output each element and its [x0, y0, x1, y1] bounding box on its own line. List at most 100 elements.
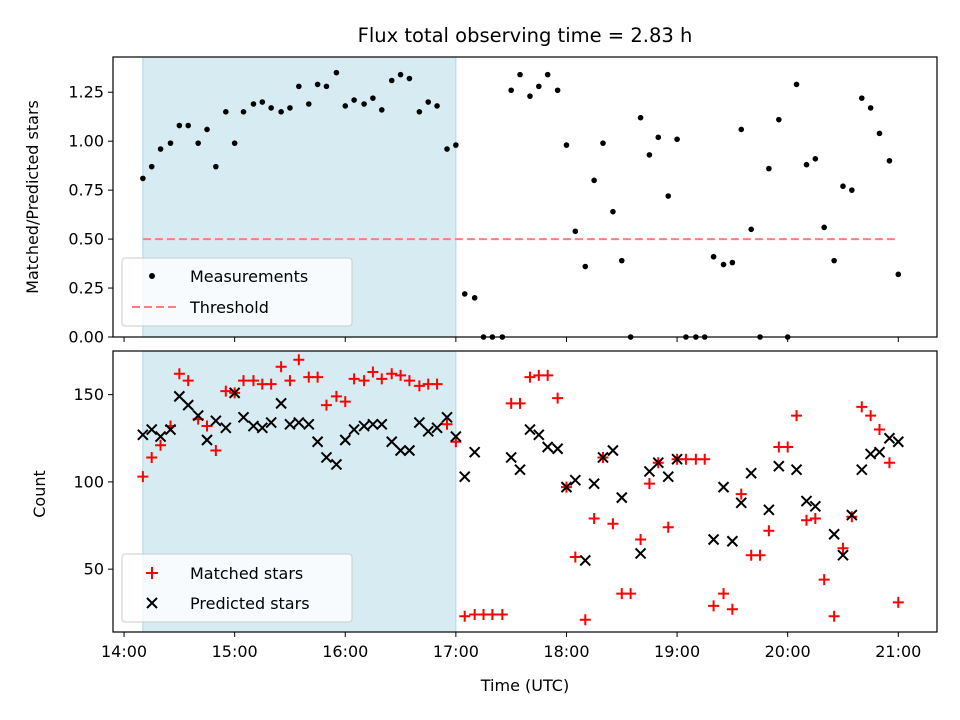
measurement-point [655, 134, 662, 141]
matched-star-point [459, 610, 471, 622]
predicted-star-point [763, 504, 775, 516]
measurement-point [287, 105, 293, 111]
measurement-point [793, 81, 800, 88]
measurement-point [397, 71, 404, 78]
predicted-star-point [413, 416, 426, 429]
measurement-point [831, 257, 837, 264]
top-panel: Flux total observing time = 2.83 h 0.00 0… [23, 24, 938, 347]
bottom-y-axis-label: Count [30, 470, 49, 518]
matched-star-point [791, 410, 803, 422]
matched-star-point [155, 439, 167, 451]
measurement-point [776, 116, 782, 123]
matched-star-point [883, 457, 895, 469]
matched-star-point [524, 371, 536, 383]
measurement-point [342, 103, 349, 109]
measurement-point [231, 140, 238, 146]
predicted-star-point [386, 436, 398, 448]
matched-star-point [635, 533, 647, 545]
y-tick-label: 150 [73, 385, 104, 404]
predicted-star-point [652, 456, 664, 469]
legend-marker-matched [146, 567, 158, 579]
matched-star-point [284, 375, 296, 387]
measurement-point [370, 95, 376, 101]
matched-star-point [265, 378, 277, 390]
matched-star-point [569, 551, 581, 563]
y-tick-label: 1.25 [68, 83, 104, 102]
matched-star-point [718, 588, 730, 600]
predicted-star-point [265, 416, 277, 429]
matched-star-point [386, 368, 398, 380]
predicted-star-point [330, 458, 343, 471]
matched-star-point [210, 444, 222, 456]
predicted-star-point [597, 451, 609, 464]
measurement-point [305, 101, 312, 107]
measurement-point [840, 183, 846, 190]
matched-star-point [846, 511, 858, 523]
matched-star-point [293, 354, 305, 366]
matched-star-point [247, 375, 259, 387]
y-tick-label: 0.50 [68, 230, 104, 249]
matched-star-point [367, 366, 379, 378]
measurement-point [766, 165, 772, 172]
matched-star-point [376, 373, 388, 385]
x-tick-label: 15:00 [212, 642, 258, 661]
measurement-point [213, 163, 219, 170]
measurement-point [748, 226, 754, 233]
predicted-star-point [339, 434, 351, 446]
measurement-point [720, 261, 727, 268]
measurement-point [803, 161, 810, 168]
predicted-star-point [275, 397, 287, 410]
measurement-point [167, 140, 174, 146]
matched-star-point [782, 441, 794, 453]
predicted-star-point [173, 390, 186, 403]
predicted-star-point [735, 497, 747, 509]
top-legend-box [121, 257, 353, 327]
predicted-star-point [228, 387, 241, 399]
bottom-panel: 50 100 150 14:00 15:00 16:00 17:00 18:00 19:00 20… [30, 350, 938, 695]
matched-star-point [892, 596, 904, 608]
predicted-star-point [303, 418, 315, 431]
predicted-star-point [154, 430, 167, 443]
matched-star-point [680, 453, 692, 465]
predicted-star-point [256, 422, 269, 434]
measurement-point [849, 187, 855, 193]
predicted-star-point [505, 451, 517, 464]
predicted-star-point [514, 463, 526, 476]
matched-star-point [865, 410, 877, 422]
measurement-point [554, 87, 561, 94]
predicted-star-point [707, 533, 720, 546]
matched-star-point [699, 453, 711, 465]
measurement-point [140, 175, 146, 182]
predicted-star-point [367, 418, 379, 431]
bottom-legend-box [121, 553, 353, 623]
measurement-point [361, 101, 367, 107]
matched-star-point [238, 375, 250, 387]
predicted-star-point [422, 425, 434, 437]
measurement-point [895, 271, 902, 278]
matched-star-point [339, 396, 351, 408]
predicted-star-point [182, 399, 194, 411]
matched-star-point [828, 610, 840, 622]
matched-star-point [330, 390, 342, 402]
measurement-point [378, 107, 385, 113]
measurement-point [195, 140, 201, 146]
predicted-star-point [643, 465, 656, 478]
matched-star-point [837, 542, 849, 554]
measurement-point [223, 109, 229, 115]
matched-star-point [173, 368, 185, 380]
predicted-star-point [403, 444, 416, 457]
measurement-point [314, 81, 321, 88]
predicted-star-point [164, 423, 177, 436]
y-tick-label: 0.00 [68, 328, 104, 347]
predicted-star-point [662, 470, 674, 483]
matched-star-point [552, 392, 564, 404]
measurement-point [812, 156, 819, 162]
measurement-point [582, 263, 589, 270]
predicted-star-point [634, 547, 647, 560]
predicted-star-point [320, 451, 333, 464]
x-tick-label: 20:00 [765, 642, 811, 661]
predicted-star-point [790, 463, 803, 476]
predicted-star-point [311, 436, 324, 448]
predicted-star-point [892, 436, 904, 448]
